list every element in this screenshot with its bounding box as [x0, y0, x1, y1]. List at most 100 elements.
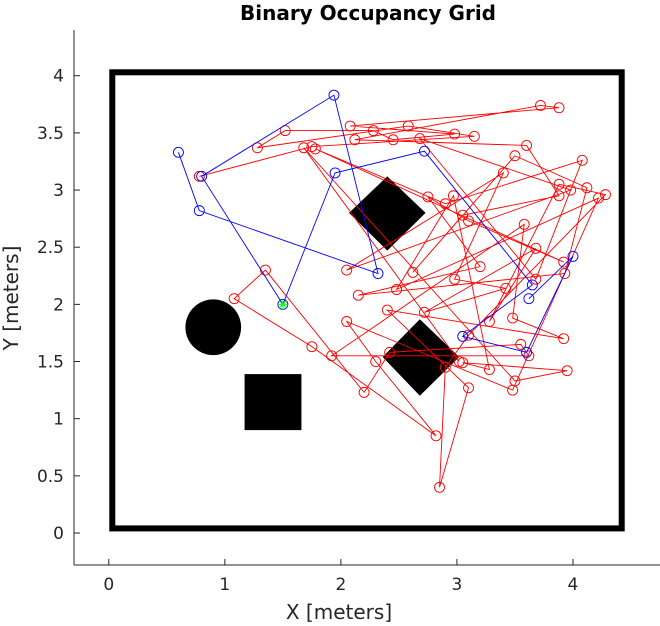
data-point [329, 167, 341, 179]
data-point [453, 356, 465, 367]
data-point [358, 386, 370, 398]
data-point [381, 304, 393, 316]
data-point [526, 279, 538, 291]
data-point [172, 146, 184, 158]
x-tick-label: 3 [452, 575, 463, 595]
y-ticks: 0 0.5 1 1.5 2 2.5 3 3.5 4 [37, 67, 80, 544]
x-axis-label: X [meters] [286, 600, 392, 624]
data-point [370, 356, 382, 367]
data-point [593, 192, 604, 204]
data-point [553, 178, 565, 190]
data-point [422, 191, 434, 203]
data-point [463, 215, 474, 227]
data-point [500, 282, 512, 294]
x-tick-label: 0 [103, 575, 114, 595]
data-point [558, 333, 570, 345]
data-point [553, 190, 565, 202]
y-tick-label: 2 [53, 295, 64, 315]
data-point [391, 284, 403, 295]
data-point [418, 306, 430, 318]
y-tick-label: 0 [53, 524, 64, 544]
data-point [449, 128, 461, 140]
data-point [260, 264, 271, 276]
data-point [576, 154, 588, 166]
data-point [341, 316, 353, 327]
obstacle-circle [185, 299, 242, 356]
data-point [565, 184, 577, 196]
obstacle-diamond [349, 176, 426, 251]
data-point [559, 268, 571, 279]
plot-area [109, 69, 625, 532]
data-point [228, 293, 240, 305]
data-point [457, 209, 469, 221]
data-point [439, 198, 451, 210]
y-tick-label: 1 [53, 410, 64, 430]
data-point [553, 102, 565, 114]
x-tick-label: 1 [219, 575, 230, 595]
x-ticks: 0 1 2 3 4 [103, 559, 578, 595]
data-point [328, 89, 340, 101]
data-point [567, 250, 579, 262]
data-point [193, 170, 205, 182]
start-marker-stroke [279, 300, 287, 309]
data-point [384, 346, 396, 358]
data-point [447, 190, 459, 202]
data-point [326, 350, 338, 362]
obstacle-diamond [382, 319, 460, 396]
data-point [523, 350, 535, 362]
data-point [439, 361, 451, 373]
data-point [518, 218, 530, 230]
series-line-blue [178, 94, 574, 353]
data-point [372, 268, 384, 279]
data-point [387, 134, 399, 146]
data-point [298, 142, 310, 154]
y-tick-label: 1.5 [37, 353, 64, 373]
y-tick-label: 3 [53, 181, 64, 201]
data-point [483, 364, 495, 375]
y-tick-label: 3.5 [37, 124, 64, 144]
data-point [523, 293, 535, 305]
data-point [581, 182, 593, 194]
data-point [367, 125, 379, 137]
y-tick-label: 4 [53, 67, 64, 87]
data-point [349, 134, 361, 146]
x-tick-label: 2 [335, 575, 346, 595]
data-point [430, 430, 442, 442]
data-point [509, 375, 521, 387]
data-point [414, 133, 426, 145]
data-point [352, 289, 364, 301]
data-point [449, 273, 461, 285]
y-tick-label: 2.5 [37, 238, 64, 258]
y-axis-label: Y [meters] [0, 246, 23, 352]
data-point [535, 99, 546, 111]
data-point [521, 346, 533, 358]
data-point [561, 365, 573, 377]
start-marker [277, 299, 288, 310]
data-point [521, 140, 533, 151]
data-point [418, 145, 430, 157]
data-point [600, 189, 611, 201]
chart-title: Binary Occupancy Grid [240, 1, 496, 25]
data-point [474, 261, 486, 273]
data-point [279, 125, 291, 137]
data-point [530, 273, 542, 285]
obstacle-square [244, 374, 302, 431]
data-point [344, 120, 356, 132]
data-point [251, 142, 263, 154]
data-point [457, 330, 469, 342]
data-point [530, 242, 542, 254]
data-point [306, 141, 318, 153]
data-point [309, 143, 321, 155]
map-boundary [109, 69, 625, 532]
data-point [306, 341, 318, 353]
data-point [463, 382, 474, 394]
data-point [558, 256, 570, 268]
series-line-red [199, 104, 607, 488]
data-point [196, 170, 208, 182]
data-point [407, 266, 419, 278]
data-point [193, 205, 205, 217]
y-tick-label: 0.5 [37, 467, 64, 487]
data-point [468, 130, 480, 142]
data-point [507, 312, 519, 324]
